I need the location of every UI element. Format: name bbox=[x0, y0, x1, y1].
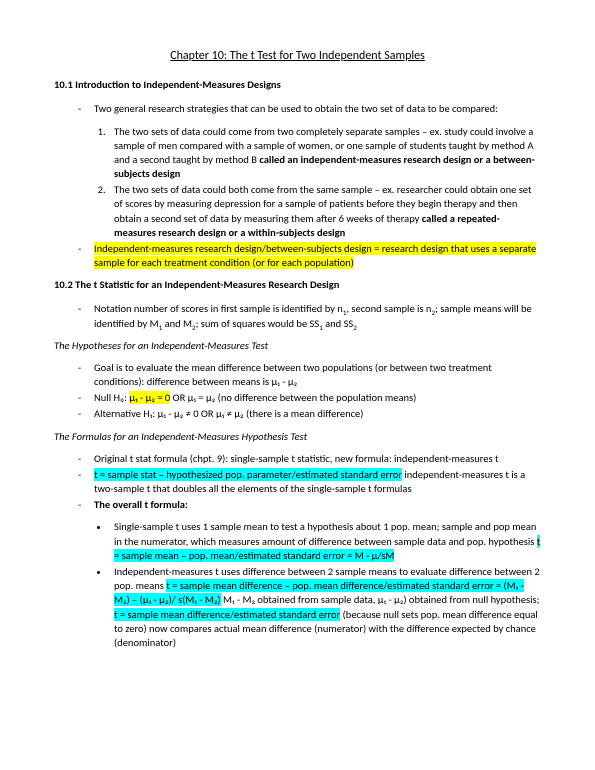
form-b2-hl2: t = sample mean difference/estimated sta… bbox=[114, 608, 340, 621]
s1-intro: Two general research strategies that can… bbox=[78, 102, 541, 116]
form-b2-b: M₁ - M₂ obtained from sample data, µ₁ - … bbox=[221, 593, 540, 606]
s2-not-f: and SS bbox=[323, 317, 353, 330]
s1-item-1: The two sets of data could come from two… bbox=[108, 125, 541, 182]
hyp-alt: Alternative H₁: µ₁ - µ₂ ≠ 0 OR µ₁ ≠ µ₂ (… bbox=[78, 407, 541, 421]
hyp-null-b: OR µ₁ = µ₂ (no difference between the po… bbox=[170, 391, 416, 404]
hyp-null-a: Null H₀: bbox=[94, 391, 129, 404]
s1-numbered: The two sets of data could come from two… bbox=[54, 125, 541, 240]
form-orig: Original t stat formula (chpt. 9): singl… bbox=[78, 452, 541, 466]
s1-list: Two general research strategies that can… bbox=[54, 102, 541, 116]
page-title: Chapter 10: The t Test for Two Independe… bbox=[54, 48, 541, 64]
form-b1-a: Single-sample t uses 1 sample mean to te… bbox=[114, 520, 537, 547]
hyp-list: Goal is to evaluate the mean difference … bbox=[54, 361, 541, 422]
section-10-2-heading: 10.2 The t Statistic for an Independent-… bbox=[54, 278, 541, 292]
form-list: Original t stat formula (chpt. 9): singl… bbox=[54, 452, 541, 513]
s2-notation-list: Notation number of scores in first sampl… bbox=[54, 302, 541, 330]
form-bullet-2: Independent-measures t uses difference b… bbox=[110, 565, 541, 650]
hyp-goal: Goal is to evaluate the mean difference … bbox=[78, 361, 541, 389]
s1-highlight: Independent-measures research design/bet… bbox=[94, 242, 536, 269]
s2-not-d: and M bbox=[162, 317, 192, 330]
s2-not-b: , second sample is n bbox=[346, 302, 431, 315]
hyp-null: Null H₀: µ₁ - µ₂ = 0 OR µ₁ = µ₂ (no diff… bbox=[78, 391, 541, 405]
s2-not-a: Notation number of scores in first sampl… bbox=[94, 302, 343, 315]
s1-item-2: The two sets of data could both come fro… bbox=[108, 183, 541, 240]
form-t1: t = sample stat – hypothesized pop. para… bbox=[78, 468, 541, 496]
section-10-1-heading: 10.1 Introduction to Independent-Measure… bbox=[54, 78, 541, 92]
formulas-subhead: The Formulas for an Independent-Measures… bbox=[54, 430, 541, 444]
form-bullets: Single-sample t uses 1 sample mean to te… bbox=[54, 520, 541, 650]
s2-notation: Notation number of scores in first sampl… bbox=[78, 302, 541, 330]
hyp-null-hl: µ₁ - µ₂ = 0 bbox=[129, 391, 170, 404]
form-t1-hl: t = sample stat – hypothesized pop. para… bbox=[94, 468, 402, 481]
s2-not-e: ; sum of squares would be SS bbox=[196, 317, 320, 330]
sub-6: 2 bbox=[353, 323, 357, 332]
s1-hl-list: Independent-measures research design/bet… bbox=[54, 242, 541, 270]
s1-hl-item: Independent-measures research design/bet… bbox=[78, 242, 541, 270]
form-overall: The overall t formula: bbox=[78, 498, 541, 512]
form-bullet-1: Single-sample t uses 1 sample mean to te… bbox=[110, 520, 541, 563]
hypotheses-subhead: The Hypotheses for an Independent-Measur… bbox=[54, 339, 541, 353]
form-overall-bold: The overall t formula: bbox=[94, 498, 188, 511]
